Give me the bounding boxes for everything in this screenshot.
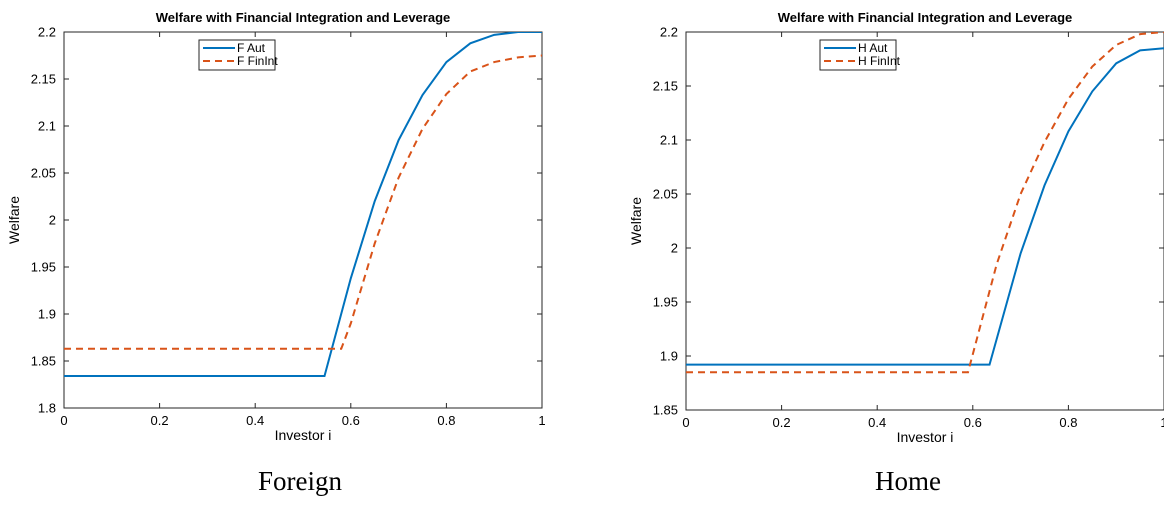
x-tick-label: 0.4 [246,413,264,428]
y-tick-label: 2.05 [653,187,678,202]
x-axis-label: Investor i [275,427,332,443]
chart-title: Welfare with Financial Integration and L… [156,10,451,25]
panel-caption: Home [875,466,941,496]
y-tick-label: 2.1 [660,133,678,148]
chart-panel-2: 0 0.2 0.4 0.6 0.8 1 1.85 1.9 1.95 2 2.05 2.1 2.15 2.2… [628,10,1164,496]
x-tick-label: 0.6 [964,415,982,430]
x-tick-label: 0.8 [437,413,455,428]
x-tick-label: 0.2 [773,415,791,430]
y-tick-label: 2.2 [38,25,56,40]
x-tick-label: 0.6 [342,413,360,428]
legend-label: F Aut [237,41,266,55]
chart-title: Welfare with Financial Integration and L… [778,10,1073,25]
y-tick-label: 1.9 [660,349,678,364]
y-tick-label: 2 [671,241,678,256]
y-tick-label: 1.95 [31,260,56,275]
y-tick-label: 1.8 [38,401,56,416]
y-tick-label: 1.85 [653,403,678,418]
y-tick-label: 2.2 [660,25,678,40]
legend-label: H Aut [858,41,888,55]
y-axis-label: Welfare [628,197,644,245]
y-tick-label: 2 [49,213,56,228]
plot-area [686,32,1164,410]
x-tick-label: 0.8 [1059,415,1077,430]
x-tick-label: 0.4 [868,415,886,430]
y-tick-label: 2.15 [31,72,56,87]
y-axis-label: Welfare [6,196,22,244]
x-tick-label: 0 [60,413,67,428]
legend-label: H FinInt [858,54,901,68]
legend-label: F FinInt [237,54,278,68]
y-tick-label: 2.1 [38,119,56,134]
x-axis-label: Investor i [897,429,954,445]
x-tick-label: 0.2 [151,413,169,428]
y-tick-label: 1.95 [653,295,678,310]
x-tick-label: 1 [1160,415,1164,430]
x-tick-label: 1 [538,413,545,428]
x-tick-label: 0 [682,415,689,430]
y-tick-label: 2.05 [31,166,56,181]
panel-caption: Foreign [258,466,342,496]
y-tick-label: 1.85 [31,354,56,369]
chart-panel-1: 0 0.2 0.4 0.6 0.8 1 1.8 1.85 1.9 1.95 2 2.05 2.1 2.15… [6,10,546,496]
plot-area [64,32,542,408]
y-tick-label: 1.9 [38,307,56,322]
y-tick-label: 2.15 [653,79,678,94]
